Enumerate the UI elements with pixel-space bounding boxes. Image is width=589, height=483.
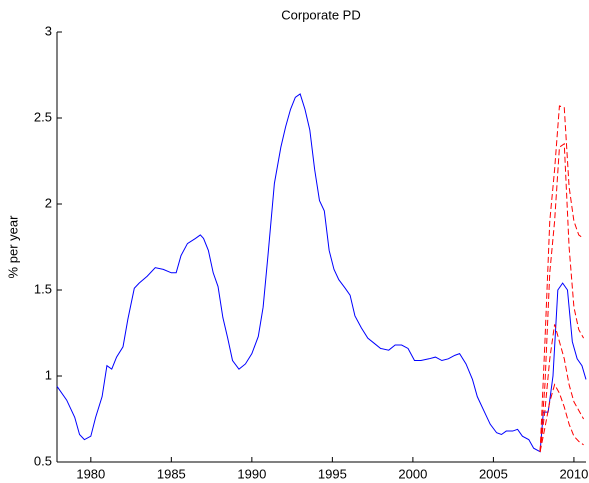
y-tick-label: 2 xyxy=(45,195,52,210)
x-tick-label: 2000 xyxy=(398,466,427,481)
y-tick-label: 1.5 xyxy=(34,281,52,296)
x-tick-label: 2005 xyxy=(479,466,508,481)
series-line xyxy=(539,383,584,452)
x-tick-label: 1985 xyxy=(157,466,186,481)
series-line xyxy=(56,93,587,453)
y-tick-label: 3 xyxy=(45,23,52,38)
x-tick-label: 1990 xyxy=(237,466,266,481)
series-line xyxy=(539,142,585,452)
series-line xyxy=(539,324,585,452)
series-line xyxy=(539,105,584,452)
x-tick-label: 1980 xyxy=(76,466,105,481)
y-axis-label: % per year xyxy=(5,215,20,279)
x-tick-label: 2010 xyxy=(559,466,588,481)
y-tick-label: 0.5 xyxy=(34,453,52,468)
y-tick-label: 1 xyxy=(45,367,52,382)
x-tick-label: 1995 xyxy=(318,466,347,481)
y-tick-label: 2.5 xyxy=(34,109,52,124)
chart-title: Corporate PD xyxy=(281,7,360,22)
